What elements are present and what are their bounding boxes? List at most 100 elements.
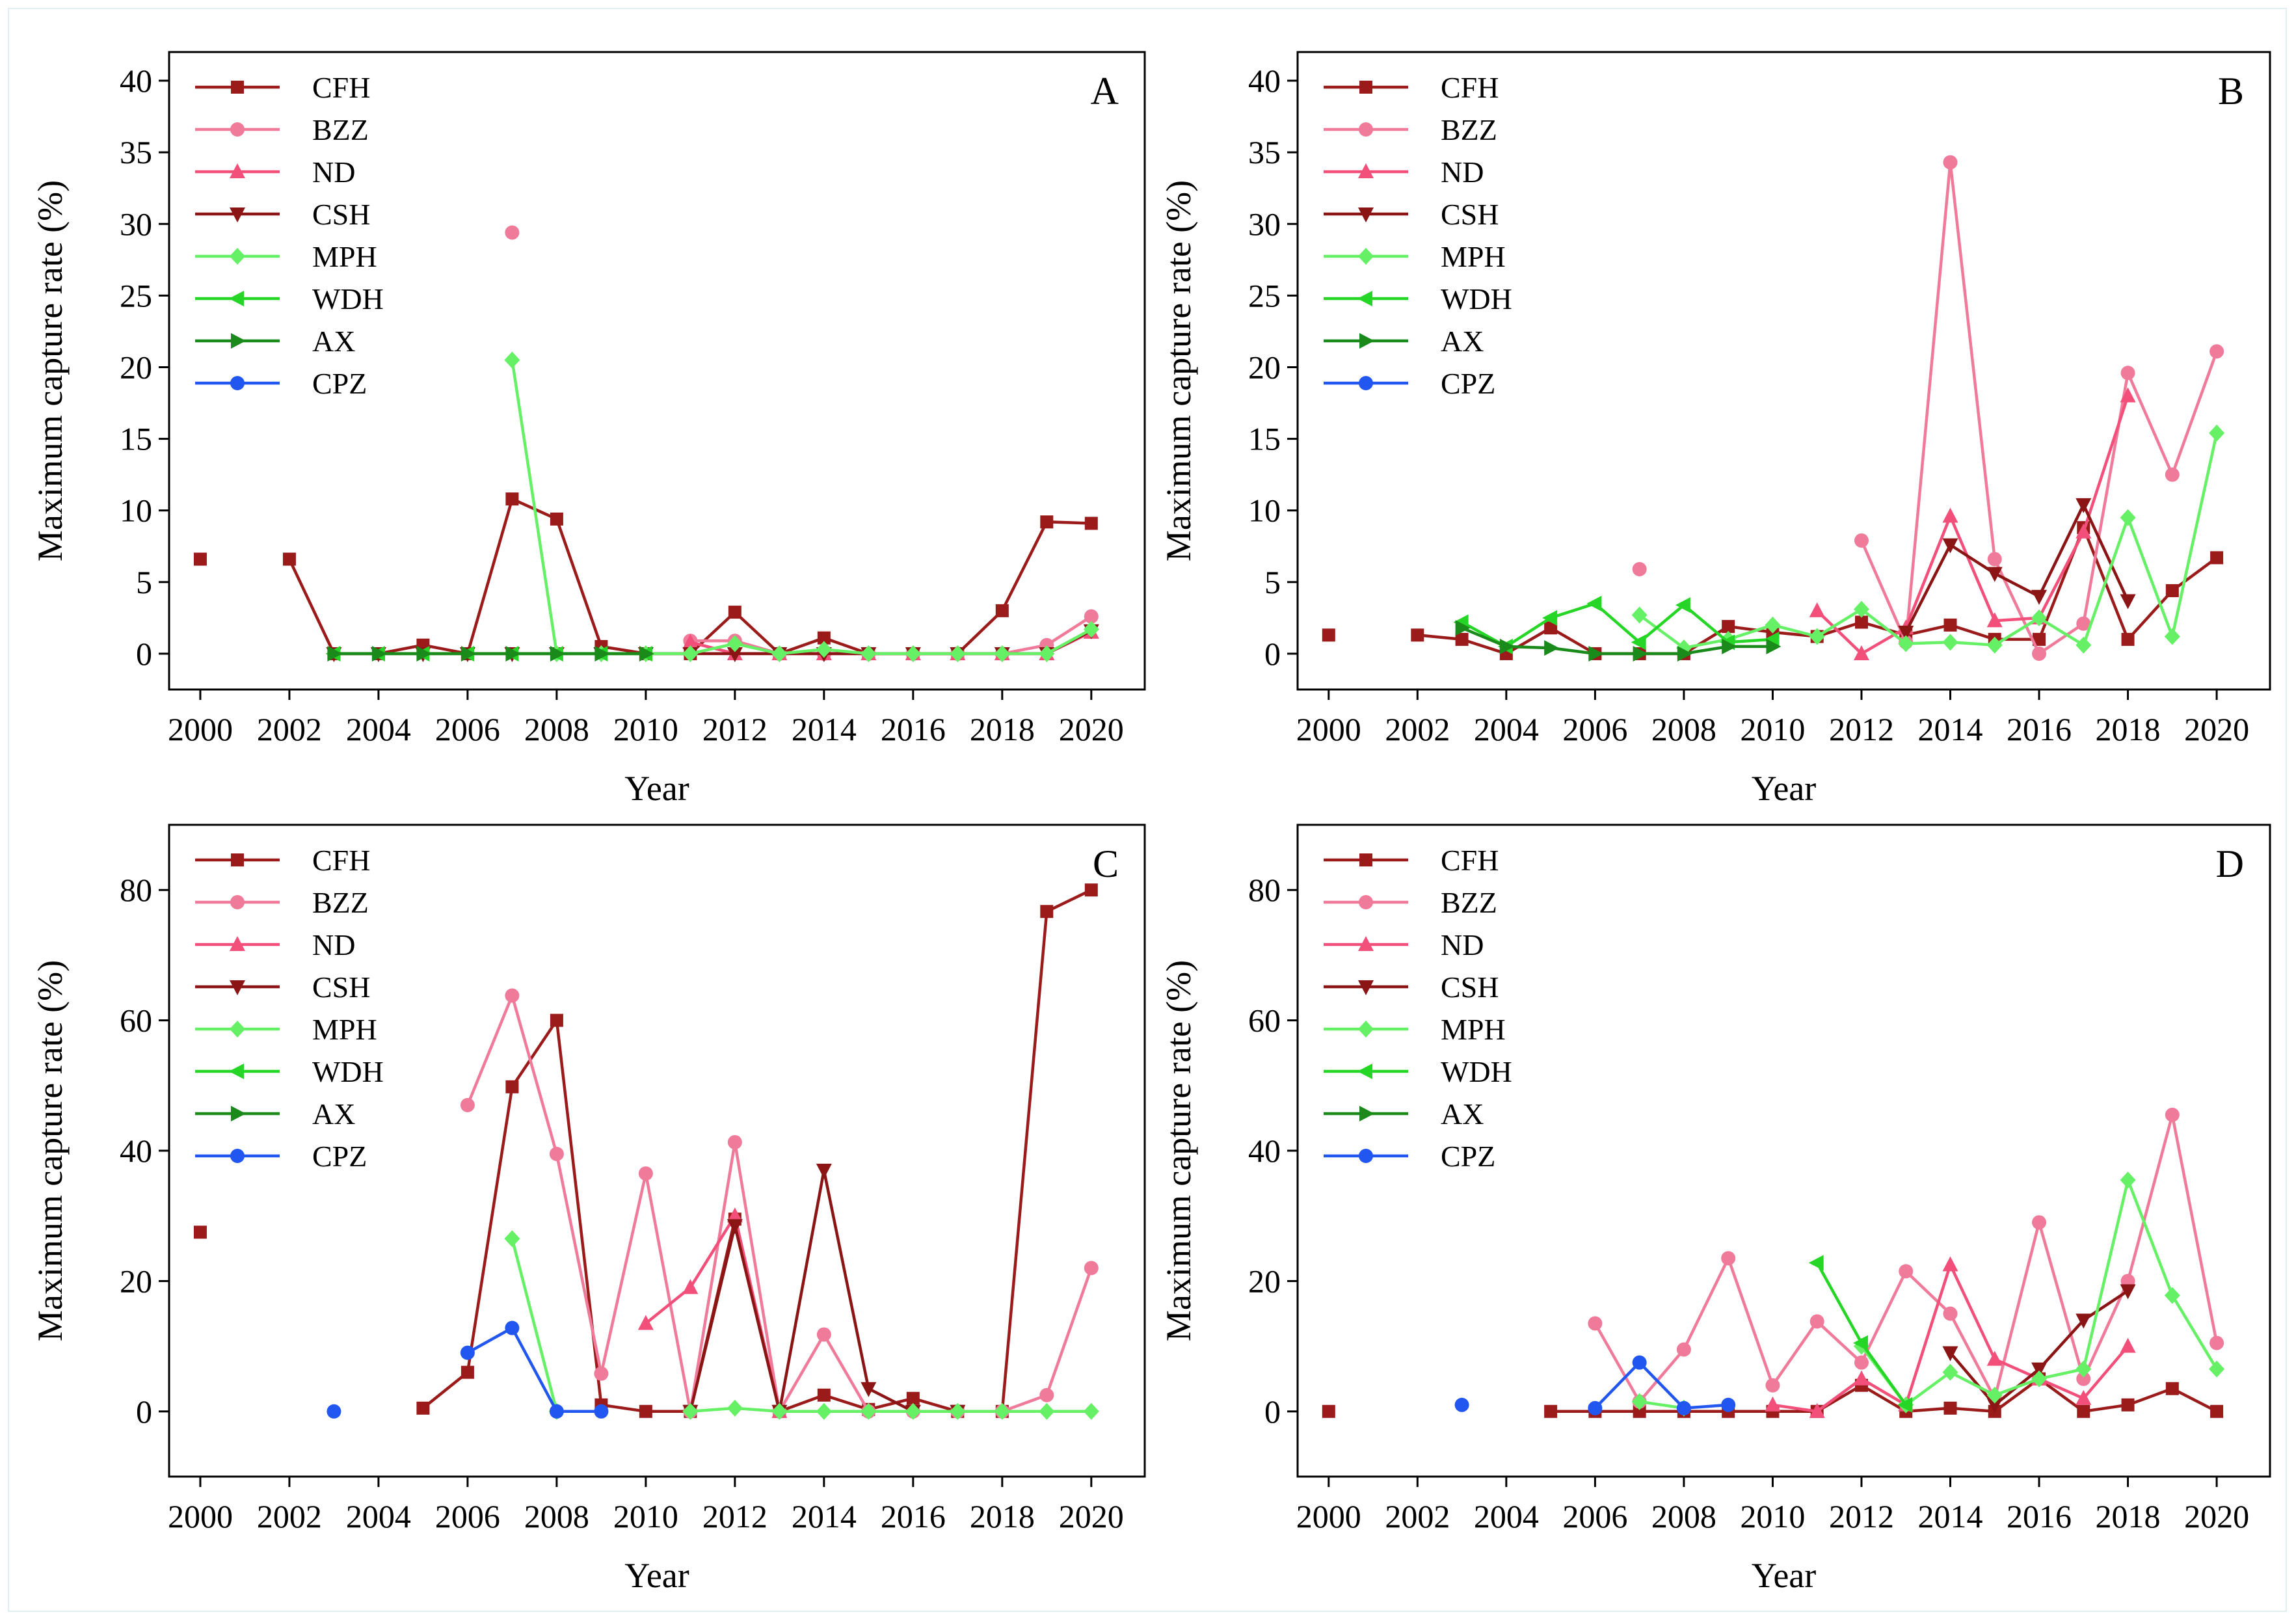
panel-b-legend-item-cpz-label: CPZ — [1441, 367, 1495, 400]
panel-c-xtick-label-2006: 2006 — [435, 1498, 500, 1534]
panel-a-xtick-label-2016: 2016 — [881, 711, 946, 747]
panel-a-series-mph — [504, 351, 1099, 662]
panel-a-legend-item-cpz-label: CPZ — [312, 367, 367, 400]
panel-d-series-mph-point-2015 — [1986, 1386, 2003, 1404]
panel-b-series-mph-point-2014 — [1942, 634, 1958, 651]
panel-b-series-csh-point-2013 — [1898, 625, 1914, 641]
panel-d-ytick-label-40: 40 — [1248, 1132, 1281, 1169]
panel-a-series-mph-point-2019 — [1039, 645, 1055, 662]
panel-c-xtick-label-2002: 2002 — [257, 1498, 322, 1534]
panel-d-legend-item-cpz-swatch-marker — [1359, 1149, 1373, 1163]
panel-d-series-mph-point-2014 — [1942, 1363, 1958, 1381]
panel-d-series-cfh-point-2007 — [1633, 1404, 1646, 1418]
panel-c-series-cfh-point-2006 — [461, 1365, 474, 1379]
panel-b-xtick-label-2020: 2020 — [2184, 711, 2249, 747]
panel-d-series-cpz — [1454, 1355, 1736, 1415]
panel-a-series-cfh-point-2014 — [817, 631, 831, 645]
panel-a-series-ax-point-2006 — [461, 645, 476, 662]
panel-b-legend: CFH BZZ ND CSH MPH WDH AX CPZ — [1324, 71, 1512, 400]
panel-c-series-cfh-point-2000 — [193, 1226, 207, 1239]
panel-d-series-wdh-point-2012 — [1852, 1335, 1868, 1351]
panel-b-series-nd-point-2011 — [1809, 602, 1825, 617]
panel-b-series-mph-point-2020 — [2209, 424, 2225, 442]
panel-b-series-cfh-point-2020 — [2210, 551, 2224, 565]
panel-a-series-cfh-point-2008 — [550, 512, 563, 526]
panel-c-series-cpz-line-1 — [466, 1326, 602, 1413]
panel-c-series-cpz-point-2008 — [549, 1404, 564, 1419]
panel-a-series-cfh-point-2012 — [728, 606, 741, 619]
panel-c-series-nd-point-2012 — [727, 1207, 743, 1223]
panel-c-series-cpz-point-2009 — [594, 1404, 609, 1419]
panel-a-xtick-label-2010: 2010 — [613, 711, 678, 747]
panel-b-series-bzz-point-2016 — [2032, 646, 2047, 661]
panel-d-legend-item-csh-label: CSH — [1441, 971, 1499, 1004]
panel-c-letter: C — [1093, 842, 1119, 885]
panel-d-series-csh-line-0 — [1949, 1289, 2129, 1407]
panel-b-series-bzz-line-1 — [1860, 161, 2219, 656]
panel-a-series-cfh-point-2007 — [505, 492, 519, 506]
panel-b-legend-item-cpz-swatch-marker — [1359, 376, 1373, 390]
panel-c-series-mph-point-2015 — [861, 1402, 877, 1420]
panel-c-series-cfh-point-2019 — [1040, 905, 1054, 918]
panel-a-ytick-label-30: 30 — [120, 206, 152, 242]
panel-d-series-cfh-point-2020 — [2210, 1404, 2224, 1418]
panel-a-series-mph-point-2007 — [504, 351, 520, 369]
panel-b-series-cfh-point-2002 — [1411, 628, 1424, 642]
panel-c-ytick-label-0: 0 — [136, 1393, 152, 1430]
panel-b-xtick-label-2004: 2004 — [1474, 711, 1539, 747]
panel-d-series-nd-point-2015 — [1986, 1350, 2003, 1366]
panel-b-series-nd-line-0 — [1816, 395, 2129, 656]
panel-b-series-bzz-point-2014 — [1943, 155, 1958, 170]
panel-c-legend-item-nd-swatch-marker — [230, 936, 245, 951]
panel-b-x-axis-title: Year — [1752, 769, 1817, 808]
panel-a-series-bzz-point-2020 — [1084, 609, 1099, 624]
panel-d-xtick-label-2014: 2014 — [1917, 1498, 1982, 1534]
panel-b-xtick-label-2008: 2008 — [1651, 711, 1716, 747]
panel-a-legend-item-bzz-swatch-marker — [230, 122, 245, 137]
panel-c-legend-item-cpz-label: CPZ — [312, 1140, 367, 1173]
panel-b-series-csh-point-2018 — [2120, 594, 2136, 610]
panel-c-series-mph-point-2007 — [504, 1230, 520, 1248]
panel-b-series-mph-point-2016 — [2031, 609, 2048, 626]
panel-c-legend-item-cfh-label: CFH — [312, 844, 370, 877]
panel-c-legend-item-mph-swatch-marker — [230, 1021, 245, 1038]
panel-b-series-mph-point-2013 — [1898, 635, 1914, 652]
panel-d-series-bzz-line-0 — [1594, 1113, 2219, 1404]
panel-b-series-mph-point-2015 — [1986, 636, 2003, 654]
panel-a-legend-item-wdh-label: WDH — [312, 282, 384, 315]
panel-b-series-bzz-point-2017 — [2076, 616, 2091, 631]
panel-c-series-mph-point-2012 — [727, 1399, 743, 1417]
panel-c-legend-item-cfh-swatch-marker — [231, 853, 244, 866]
panel-d-series-bzz-point-2016 — [2032, 1215, 2047, 1230]
panel-a-legend-item-nd-label: ND — [312, 155, 355, 189]
panel-b-series-cfh-point-2003 — [1455, 632, 1469, 646]
panel-b-series-mph-point-2010 — [1765, 616, 1781, 634]
panel-a-series-ax-point-2003 — [327, 645, 343, 662]
panel-b-series-ax-point-2003 — [1455, 620, 1471, 636]
panel-b-legend-item-nd-label: ND — [1441, 155, 1484, 189]
panel-d-series-bzz-point-2010 — [1765, 1378, 1780, 1393]
panel-d-legend-item-wdh-swatch-marker — [1357, 1064, 1372, 1079]
panel-d-ytick-label-60: 60 — [1248, 1002, 1281, 1039]
panel-a-series-csh-point-2012 — [727, 647, 743, 662]
panel-c-xtick-label-2020: 2020 — [1059, 1498, 1124, 1534]
panel-d-series-nd-line-0 — [1772, 1263, 2129, 1413]
panel-b-series-mph-point-2017 — [2076, 636, 2092, 654]
panel-b-series-mph-point-2018 — [2120, 509, 2136, 526]
panel-a-xtick-label-2020: 2020 — [1059, 711, 1124, 747]
panel-a-ytick-label-25: 25 — [120, 277, 152, 314]
panel-d-series-wdh-point-2013 — [1897, 1397, 1913, 1413]
panel-c-series-bzz — [460, 988, 1099, 1419]
panel-c-legend-item-bzz-swatch-marker — [230, 895, 245, 909]
panel-c-series-cfh-point-2005 — [416, 1401, 430, 1415]
panel-a-legend-item-nd-swatch-marker — [230, 163, 245, 178]
panel-d-xtick-label-2010: 2010 — [1740, 1498, 1805, 1534]
panel-a-ytick-label-40: 40 — [120, 62, 152, 99]
panel-d-series-csh-point-2015 — [1986, 1398, 2003, 1413]
panel-d-legend-item-ax-swatch-marker — [1359, 1106, 1374, 1121]
panel-d-series-cfh-point-2019 — [2165, 1382, 2179, 1395]
panel-b-legend-item-csh-swatch-marker — [1358, 208, 1374, 222]
panel-b-xtick-label-2002: 2002 — [1385, 711, 1450, 747]
panel-c-series-cfh-line-1 — [421, 889, 1092, 1413]
panel-b-legend-item-ax-swatch-marker — [1359, 333, 1374, 349]
